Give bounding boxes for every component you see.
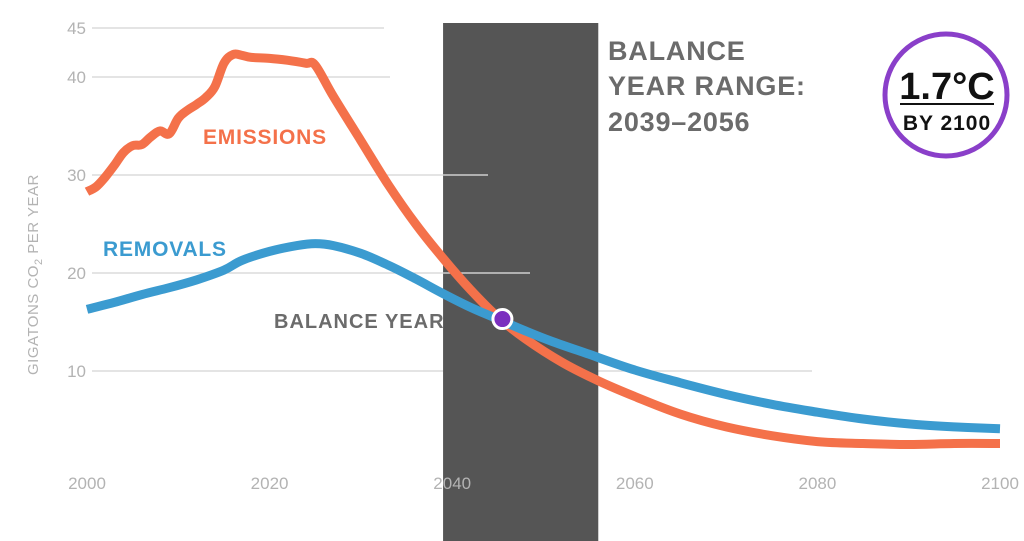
y-tick-label-10: 10 bbox=[67, 362, 86, 381]
y-tick-label-45: 45 bbox=[67, 19, 86, 38]
series-line-emissions bbox=[84, 49, 1001, 449]
badge-year: BY 2100 bbox=[903, 112, 991, 135]
balance-range-title-line1: BALANCE bbox=[608, 36, 746, 66]
x-tick-label-2040: 2040 bbox=[433, 474, 471, 493]
x-tick-label-2080: 2080 bbox=[798, 474, 836, 493]
x-tick-label-2060: 2060 bbox=[616, 474, 654, 493]
axis-ticks: 10 20 30 40 45 2000 2020 2040 2060 2080 2100 bbox=[67, 19, 1019, 493]
y-tick-label-30: 30 bbox=[67, 166, 86, 185]
y-axis-label-subscript: 2 bbox=[33, 258, 45, 265]
temperature-badge: 1.7°C BY 2100 bbox=[882, 31, 1010, 159]
series-lines bbox=[84, 49, 1001, 449]
x-tick-label-2020: 2020 bbox=[251, 474, 289, 493]
y-axis-label-rest: PER YEAR bbox=[25, 174, 42, 258]
y-tick-label-20: 20 bbox=[67, 264, 86, 283]
series-line-removals bbox=[85, 239, 1001, 434]
balance-range-title-line2: YEAR RANGE: bbox=[608, 71, 806, 101]
badge-temperature: 1.7°C bbox=[899, 66, 994, 108]
balance-point-marker bbox=[491, 308, 514, 331]
balance-range-years: 2039–2056 bbox=[608, 107, 750, 137]
y-axis-label-main: GIGATONS CO bbox=[25, 265, 42, 375]
removals-series-label: REMOVALS bbox=[103, 238, 227, 261]
balance-year-label: BALANCE YEAR bbox=[274, 311, 445, 333]
y-axis-label: GIGATONS CO2 PER YEAR bbox=[25, 174, 45, 375]
x-tick-label-2100: 2100 bbox=[981, 474, 1019, 493]
emissions-series-label: EMISSIONS bbox=[203, 126, 327, 149]
x-tick-label-2000: 2000 bbox=[68, 474, 106, 493]
y-tick-label-40: 40 bbox=[67, 68, 86, 87]
badge-ring bbox=[882, 31, 1010, 159]
